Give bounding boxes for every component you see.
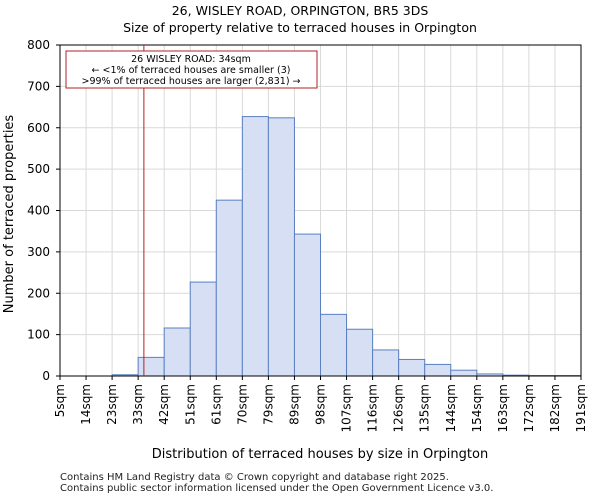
x-tick-label: 61sqm bbox=[209, 384, 223, 425]
y-tick-label: 800 bbox=[27, 38, 50, 52]
annotation-box: 26 WISLEY ROAD: 34sqm ← <1% of terraced … bbox=[65, 50, 318, 89]
x-tick-label: 79sqm bbox=[261, 384, 275, 425]
x-tick-label: 42sqm bbox=[157, 384, 171, 425]
bar-89sqm bbox=[293, 233, 322, 377]
x-tick-label: 33sqm bbox=[131, 384, 145, 425]
bar-42sqm bbox=[163, 327, 191, 377]
x-tick-label: 144sqm bbox=[444, 384, 458, 432]
chart-subtitle: Size of property relative to terraced ho… bbox=[123, 20, 477, 35]
y-tick-label: 100 bbox=[27, 328, 50, 342]
chart-title: 26, WISLEY ROAD, ORPINGTON, BR5 3DS bbox=[171, 3, 429, 18]
x-tick-label: 107sqm bbox=[340, 384, 354, 432]
bar-70sqm bbox=[241, 116, 269, 377]
x-tick-label: 182sqm bbox=[548, 384, 562, 432]
x-tick-label: 191sqm bbox=[574, 384, 588, 432]
x-tick-label: 89sqm bbox=[287, 384, 301, 425]
bar-107sqm bbox=[346, 328, 374, 377]
y-tick-label: 200 bbox=[27, 286, 50, 300]
x-tick-label: 14sqm bbox=[79, 384, 93, 425]
x-tick-label: 51sqm bbox=[183, 384, 197, 425]
attribution-footer: Contains HM Land Registry data © Crown c… bbox=[60, 472, 493, 494]
bar-98sqm bbox=[320, 313, 348, 377]
x-tick-label: 23sqm bbox=[105, 384, 119, 425]
attribution-line-1: Contains HM Land Registry data © Crown c… bbox=[60, 472, 449, 483]
annotation-rect bbox=[65, 50, 318, 89]
y-tick-label: 600 bbox=[27, 121, 50, 135]
attribution-line-2: Contains public sector information licen… bbox=[60, 483, 494, 494]
annotation-line-3: >99% of terraced houses are larger (2,83… bbox=[81, 76, 300, 87]
x-axis-ticks: 5sqm 14sqm 23sqm 33sqm 42sqm 51sqm 61sqm 70sqm 7… bbox=[53, 376, 588, 432]
bar-126sqm bbox=[398, 358, 426, 377]
bar-51sqm bbox=[189, 281, 217, 377]
bar-135sqm bbox=[424, 363, 452, 377]
chart-title-block: 26, WISLEY ROAD, ORPINGTON, BR5 3DS Size… bbox=[0, 2, 600, 36]
bars bbox=[111, 116, 582, 377]
y-tick-label: 0 bbox=[42, 369, 50, 383]
annotation-line-1: 26 WISLEY ROAD: 34sqm bbox=[131, 54, 251, 65]
bar-33sqm bbox=[137, 356, 165, 377]
x-axis-title: Distribution of terraced houses by size … bbox=[152, 447, 488, 462]
x-tick-label: 5sqm bbox=[53, 384, 67, 417]
histogram-chart: 0 100 200 300 400 500 600 700 800 5sqm 14sqm 23sqm… bbox=[2, 38, 588, 462]
x-tick-label: 126sqm bbox=[392, 384, 406, 432]
x-tick-label: 163sqm bbox=[496, 384, 510, 432]
y-tick-label: 500 bbox=[27, 162, 50, 176]
x-tick-label: 70sqm bbox=[235, 384, 249, 425]
bar-61sqm bbox=[215, 199, 243, 377]
annotation-line-2: ← <1% of terraced houses are smaller (3) bbox=[92, 65, 291, 76]
y-tick-label: 300 bbox=[27, 245, 50, 259]
x-tick-label: 172sqm bbox=[522, 384, 536, 432]
y-tick-label: 700 bbox=[27, 79, 50, 93]
bar-144sqm bbox=[450, 369, 478, 377]
x-tick-label: 154sqm bbox=[470, 384, 484, 432]
x-tick-label: 135sqm bbox=[418, 384, 432, 432]
y-tick-label: 400 bbox=[27, 204, 50, 218]
bar-116sqm bbox=[372, 349, 400, 377]
y-axis-title: Number of terraced properties bbox=[2, 115, 17, 314]
x-tick-label: 116sqm bbox=[366, 384, 380, 432]
y-axis-ticks: 0 100 200 300 400 500 600 700 800 bbox=[27, 38, 60, 383]
x-tick-label: 98sqm bbox=[314, 384, 328, 425]
bar-79sqm bbox=[267, 117, 295, 377]
